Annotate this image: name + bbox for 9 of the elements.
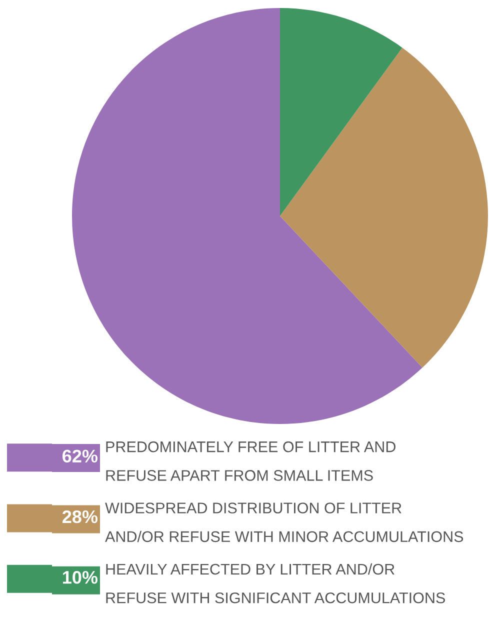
legend-label: PREDOMINATELY FREE OF LITTER AND REFUSE APART FROM SMALL ITEMS (106, 441, 396, 481)
data-label: 62% (62, 450, 98, 463)
legend-label: HEAVILY AFFECTED BY LITTER AND/OR REFUSE WITH SIGNIFICANT ACCUMULATIONS (106, 563, 445, 604)
pie-slice (280, 48, 488, 368)
legend-label: WIDESPREAD DISTRIBUTION OF LITTER AND/OR REFUSE WITH MINOR ACCUMULATIONS (105, 502, 464, 542)
pie-slice (280, 8, 402, 216)
data-label: 10% (63, 570, 98, 584)
pie-slice (72, 8, 422, 424)
data-label: 28% (62, 510, 98, 524)
